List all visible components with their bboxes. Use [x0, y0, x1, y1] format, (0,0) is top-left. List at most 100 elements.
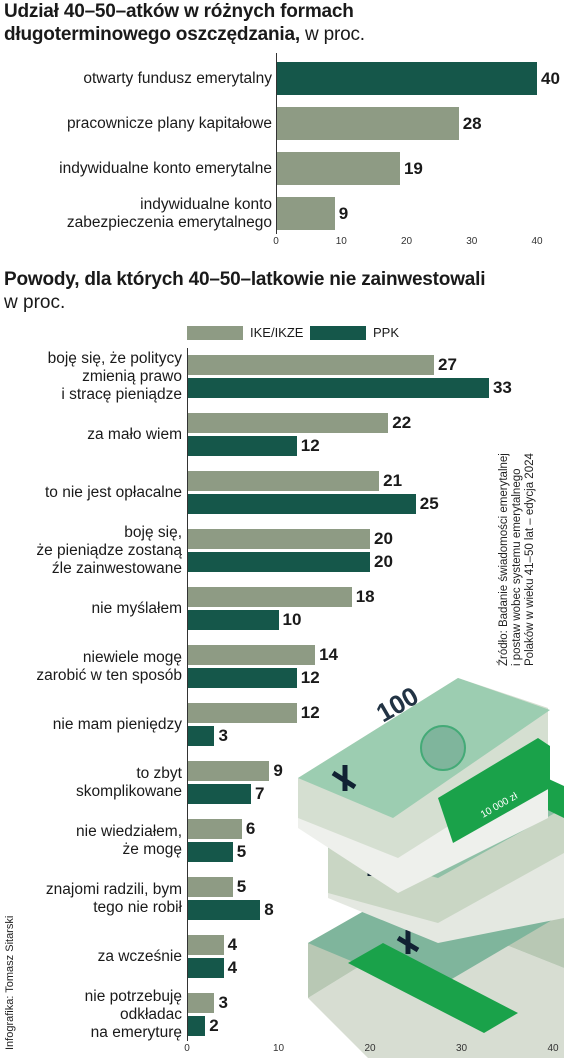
- chart2-value-ppk: 33: [492, 378, 512, 397]
- chart2-axis-line: [187, 348, 188, 1041]
- chart2-bar-ppk: [187, 378, 489, 398]
- chart1-tick-label: 30: [466, 236, 478, 247]
- chart1-bar: [276, 152, 400, 185]
- chart2-bar-ike: [187, 413, 389, 433]
- chart2-value-ppk: 5: [236, 842, 247, 861]
- chart2-category-label: za mało wiem: [87, 425, 182, 443]
- chart2-value-ike: 12: [300, 703, 320, 722]
- chart2-tick-label: 40: [547, 1043, 559, 1054]
- chart2-value-ike: 9: [273, 761, 283, 780]
- chart2-value-ike: 18: [355, 587, 375, 606]
- chart2-bar-ike: [187, 819, 242, 839]
- chart2-bar-ppk: [187, 900, 261, 920]
- chart2-category-label: nie mam pieniędzy: [52, 715, 182, 733]
- chart2-bar-ike: [187, 703, 297, 723]
- chart2-value-ppk: 4: [227, 958, 238, 977]
- chart2-category-label: boję się, że pieniądze zostaną źle zainwes…: [36, 523, 182, 577]
- chart1-title-line2: długoterminowego oszczędzania,: [4, 24, 300, 45]
- chart2-category-label: za wcześnie: [97, 947, 182, 965]
- chart2-value-ike: 3: [218, 993, 228, 1012]
- chart2-value-ppk: 12: [300, 668, 320, 687]
- chart2-category-label: to zbyt skomplikowane: [76, 764, 182, 800]
- chart2-bar-ike: [187, 587, 352, 607]
- chart2-category-label: nie potrzebuję odkładac na emeryturę: [84, 987, 182, 1041]
- banknote-stacks-illustration: 100 10 000 zł: [298, 678, 564, 1058]
- chart2-tick-label: 30: [455, 1043, 468, 1054]
- chart1-title-line1: Udział 40–50–atków w różnych formach: [4, 1, 354, 22]
- chart2-value-ike: 27: [438, 355, 457, 374]
- chart1-category-label: indywidualne konto emerytalne: [59, 159, 272, 177]
- legend-swatch-ike: [187, 326, 243, 340]
- chart1-value-label: 19: [403, 159, 423, 178]
- legend-label-ike: IKE/IKZE: [250, 325, 304, 340]
- chart1-axis-line: [276, 53, 277, 234]
- chart2-category-label: nie myślałem: [91, 599, 182, 617]
- chart1-bar: [276, 62, 537, 95]
- source-line-2: i postaw wobec systemu emerytalnego: [511, 468, 523, 666]
- chart2-bar-ike: [187, 993, 215, 1013]
- chart2-bar-ike: [187, 877, 233, 897]
- source-line-1: Źródło: Badanie świadomości emerytalnej: [498, 453, 510, 666]
- chart1-tick-label: 0: [273, 236, 279, 247]
- chart2-category-label: nie wiedziałem, że mogę: [76, 822, 182, 858]
- chart2-value-ike: 21: [383, 471, 403, 490]
- source-line-3: Polaków w wieku 41–50 lat – edycja 2024: [524, 453, 536, 666]
- chart2-tick-label: 10: [272, 1043, 285, 1054]
- chart2-bar-ppk: [187, 1016, 206, 1036]
- chart1-tick-label: 40: [531, 236, 543, 247]
- chart2-bar-ike: [187, 645, 316, 665]
- chart2-value-ike: 14: [319, 645, 339, 664]
- chart2-value-ppk: 8: [264, 900, 274, 919]
- source-note: Źródło: Badanie świadomości emerytalnej …: [498, 453, 537, 666]
- chart2-value-ike: 5: [236, 877, 247, 896]
- chart2-tick-label: 0: [184, 1043, 190, 1054]
- chart2-tick-label: 20: [364, 1043, 376, 1054]
- chart2-category-label: znajomi radzili, bym tego nie robił: [45, 880, 182, 916]
- chart2-bar-ppk: [187, 494, 416, 514]
- chart2-value-ppk: 12: [300, 436, 320, 455]
- chart1-category-label: otwarty fundusz emerytalny: [83, 69, 272, 87]
- chart1-bar: [276, 107, 459, 140]
- chart2-bar-ppk: [187, 436, 297, 456]
- chart2-bar-ike: [187, 471, 380, 491]
- chart2-title: Powody, dla których 40–50–latkowie nie z…: [4, 269, 486, 290]
- chart2-bar-ppk: [187, 726, 215, 746]
- chart1-value-label: 9: [338, 204, 349, 223]
- chart2-value-ike: 20: [374, 529, 393, 548]
- chart2-bar-ike: [187, 355, 435, 375]
- chart2-value-ppk: 20: [374, 552, 393, 571]
- chart2-category-label: to nie jest opłacalne: [44, 483, 182, 501]
- chart2-bar-ppk: [187, 958, 224, 978]
- chart1-value-label: 40: [541, 69, 560, 88]
- chart2-bar-ppk: [187, 842, 233, 862]
- chart1-bar: [276, 197, 335, 230]
- chart2-bar-ike: [187, 529, 370, 549]
- chart2-value-ike: 22: [392, 413, 412, 432]
- chart2-value-ike: 6: [245, 819, 256, 838]
- chart2-unit: w proc.: [4, 292, 66, 313]
- chart2-bar-ppk: [187, 552, 370, 572]
- chart2-value-ppk: 2: [209, 1016, 219, 1035]
- legend-label-ppk: PPK: [373, 325, 400, 340]
- chart1-unit: w proc.: [305, 24, 365, 45]
- chart2-category-label: niewiele mogę zarobić w ten sposób: [36, 648, 182, 684]
- chart2-bar-ppk: [187, 610, 279, 630]
- chart1-tick-label: 20: [400, 236, 413, 247]
- banknote-stack-top: 100 10 000 zł: [298, 678, 550, 893]
- chart2-bar-ppk: [187, 668, 297, 688]
- chart2-bar-ike: [187, 935, 224, 955]
- legend-swatch-ppk: [310, 326, 366, 340]
- chart1-title: Udział 40–50–atków w różnych formach dłu…: [4, 0, 365, 46]
- chart2-value-ppk: 10: [282, 610, 302, 629]
- chart2-bar-ike: [187, 761, 270, 781]
- chart1-category-label: pracownicze plany kapitałowe: [66, 114, 272, 132]
- chart2-category-label: boję się, że politycy zmienią prawo i stra…: [47, 349, 182, 403]
- chart2-value-ike: 4: [227, 935, 238, 954]
- chart2-value-ppk: 25: [419, 494, 439, 513]
- chart2-value-ppk: 3: [218, 726, 228, 745]
- chart1-category-label: indywidualne konto zabezpieczenia emeryta…: [66, 195, 272, 231]
- infographic-credit: Infografika: Tomasz Sitarski: [4, 915, 16, 1050]
- chart2-value-ppk: 7: [255, 784, 265, 803]
- chart2-bar-ppk: [187, 784, 252, 804]
- chart1-value-label: 28: [462, 114, 482, 133]
